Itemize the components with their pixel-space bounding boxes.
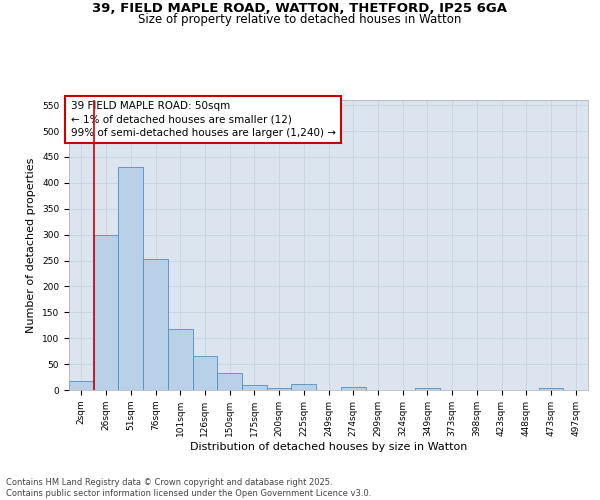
Bar <box>118 168 143 390</box>
Text: 39 FIELD MAPLE ROAD: 50sqm
← 1% of detached houses are smaller (12)
99% of semi-: 39 FIELD MAPLE ROAD: 50sqm ← 1% of detac… <box>71 102 335 138</box>
Bar <box>193 356 217 390</box>
Bar <box>94 234 118 390</box>
Bar <box>217 373 242 390</box>
Bar <box>242 386 267 390</box>
Bar <box>267 388 292 390</box>
Bar <box>341 388 365 390</box>
Bar <box>69 381 94 390</box>
Bar <box>292 384 316 390</box>
Bar <box>143 259 168 390</box>
Y-axis label: Number of detached properties: Number of detached properties <box>26 158 37 332</box>
Bar <box>415 388 440 390</box>
Bar <box>539 388 563 390</box>
Text: Size of property relative to detached houses in Watton: Size of property relative to detached ho… <box>139 12 461 26</box>
Bar <box>168 329 193 390</box>
Text: Contains HM Land Registry data © Crown copyright and database right 2025.
Contai: Contains HM Land Registry data © Crown c… <box>6 478 371 498</box>
Text: 39, FIELD MAPLE ROAD, WATTON, THETFORD, IP25 6GA: 39, FIELD MAPLE ROAD, WATTON, THETFORD, … <box>92 2 508 16</box>
X-axis label: Distribution of detached houses by size in Watton: Distribution of detached houses by size … <box>190 442 467 452</box>
